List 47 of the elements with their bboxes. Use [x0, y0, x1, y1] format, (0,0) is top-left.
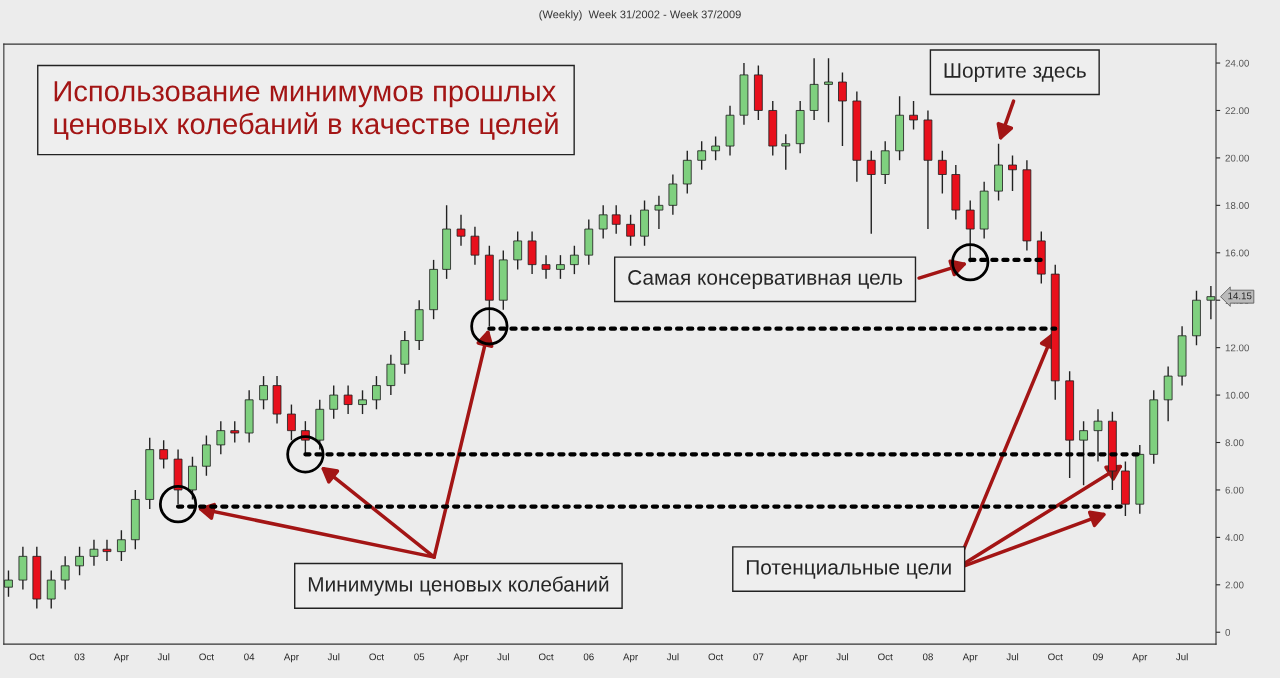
x-tick-label: 03 — [74, 653, 85, 661]
x-tick-label: Apr — [453, 653, 469, 663]
x-tick-label: Jul — [1006, 653, 1019, 661]
x-tick-label: Oct — [29, 653, 45, 661]
x-tick-label: Oct — [708, 653, 724, 661]
x-tick-label: Apr — [792, 653, 808, 663]
y-tick-label: 18.00 — [1225, 202, 1249, 209]
x-tick-label: 08 — [922, 653, 933, 661]
x-tick-label: Oct — [369, 653, 384, 661]
x-tick-label: Apr — [962, 653, 978, 663]
x-tick-label: Apr — [1132, 653, 1148, 663]
annotation: Шортите здесь — [944, 63, 1086, 82]
x-tick-label: Oct — [1048, 653, 1063, 661]
y-tick-label: 2.00 — [1225, 581, 1244, 589]
chart-title: (Weekly) Week 31/2002 - Week 37/2009 — [539, 10, 741, 21]
annotation: 14.15 — [1228, 292, 1252, 300]
y-tick-label: 20.00 — [1225, 154, 1249, 162]
x-tick-label: Oct — [538, 653, 554, 661]
annotation: Потенциальные цели — [746, 560, 951, 579]
x-tick-label: 05 — [414, 653, 425, 661]
x-tick-label: Apr — [623, 653, 638, 663]
text: Использование минимумов прошлых ценовых колебаний в качестве целей — [54, 81, 558, 140]
x-tick-label: Apr — [113, 653, 129, 663]
x-tick-label: Jul — [497, 653, 509, 661]
x-tick-label: Apr — [283, 653, 299, 663]
x-tick-label: Jul — [157, 653, 170, 661]
y-tick-label: 6.00 — [1225, 486, 1244, 494]
x-tick-label: 06 — [583, 653, 594, 661]
y-tick-label: 0 — [1225, 628, 1231, 636]
x-tick-label: Jul — [327, 653, 340, 661]
y-tick-label: 8.00 — [1225, 439, 1244, 447]
x-tick-label: 09 — [1092, 653, 1103, 661]
annotation: Минимумы ценовых колебаний — [308, 576, 609, 596]
x-tick-label: Oct — [199, 653, 214, 661]
x-tick-label: 04 — [244, 653, 255, 661]
x-tick-label: Jul — [666, 653, 679, 661]
y-tick-label: 22.00 — [1225, 107, 1249, 115]
y-tick-label: 12.00 — [1225, 344, 1249, 352]
x-tick-label: Oct — [878, 653, 893, 661]
y-tick-label: 10.00 — [1225, 391, 1249, 399]
y-tick-label: 16.00 — [1225, 249, 1249, 257]
annotation: Самая консервативная цель — [628, 270, 903, 289]
x-tick-label: 07 — [753, 653, 764, 661]
x-tick-label: Jul — [836, 653, 849, 661]
y-tick-label: 24.00 — [1225, 59, 1249, 67]
x-tick-label: Jul — [1176, 653, 1188, 661]
y-tick-label: 4.00 — [1225, 534, 1244, 541]
